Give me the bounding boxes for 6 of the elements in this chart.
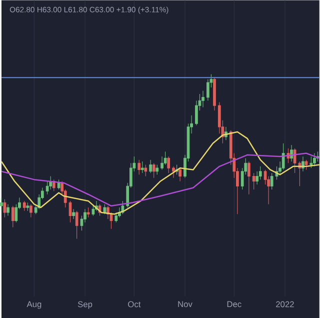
x-tick-label: Sep (78, 301, 92, 309)
x-tick-label: Oct (128, 301, 141, 308)
x-tick-label: Nov (178, 301, 192, 308)
x-tick-label: Aug (26, 301, 42, 309)
x-tick-label: 2022 (276, 301, 294, 308)
x-tick-label: Dec (227, 301, 242, 308)
